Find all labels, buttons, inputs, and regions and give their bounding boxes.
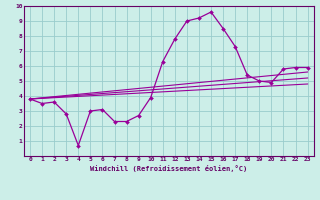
X-axis label: Windchill (Refroidissement éolien,°C): Windchill (Refroidissement éolien,°C) <box>90 165 247 172</box>
